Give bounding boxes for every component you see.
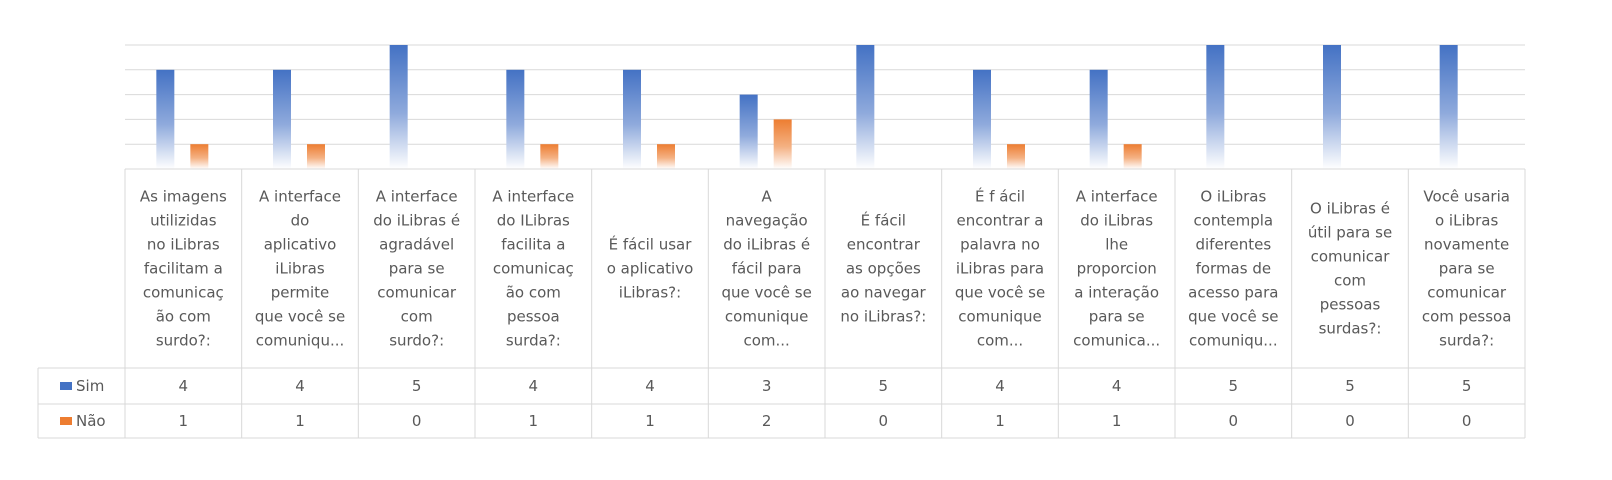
table-value-não-11: 0 <box>1345 412 1355 430</box>
table-value-sim-6: 3 <box>762 377 772 395</box>
bar-sim-3 <box>389 45 408 169</box>
category-label: O iLibras é útil para se comunicar com pesso… <box>1308 200 1392 338</box>
table-value-sim-10: 5 <box>1229 377 1239 395</box>
legend-key-não <box>60 417 72 425</box>
bar-não-1 <box>190 144 209 169</box>
bar-não-5 <box>657 144 675 169</box>
bar-sim-9 <box>1089 69 1108 169</box>
table-value-sim-1: 4 <box>179 377 189 395</box>
bar-sim-2 <box>273 69 291 169</box>
table-value-sim-4: 4 <box>529 377 539 395</box>
bar-não-4 <box>540 144 559 169</box>
table-value-sim-2: 4 <box>295 377 305 395</box>
category-label: É fácil usar o aplicativo iLibras?: <box>607 235 694 302</box>
bar-sim-6 <box>739 94 758 169</box>
table-value-sim-5: 4 <box>645 377 655 395</box>
table-value-sim-8: 4 <box>995 377 1005 395</box>
table-value-não-4: 1 <box>529 412 539 430</box>
bar-sim-11 <box>1323 45 1341 169</box>
table-value-não-1: 1 <box>179 412 189 430</box>
bars <box>156 45 1458 169</box>
table-value-não-8: 1 <box>995 412 1005 430</box>
legend-key-sim <box>60 382 72 390</box>
category-label: É f ácil encontrar a palavra no iLibras par… <box>955 187 1045 350</box>
table-value-sim-12: 5 <box>1462 377 1472 395</box>
bar-sim-7 <box>856 45 875 169</box>
table-value-não-9: 1 <box>1112 412 1122 430</box>
table-value-sim-11: 5 <box>1345 377 1355 395</box>
bar-não-8 <box>1007 144 1025 169</box>
category-label: É fácil encontrar as opções ao navegar no iL… <box>840 211 926 326</box>
category-label: As imagens utilizidas no iLibras facilitam … <box>140 188 227 350</box>
bar-sim-1 <box>156 69 175 169</box>
bar-não-2 <box>307 144 325 169</box>
bar-não-9 <box>1123 144 1142 169</box>
legend-label-não: Não <box>76 412 106 430</box>
bar-sim-8 <box>973 69 991 169</box>
table-value-não-2: 1 <box>295 412 305 430</box>
table-value-não-6: 2 <box>762 412 772 430</box>
category-label: A interface do iLibras é agradável para se c… <box>373 188 460 350</box>
bar-sim-4 <box>506 69 525 169</box>
gridlines <box>125 44 1525 145</box>
category-label: A interface do aplicativo iLibras permite que… <box>255 188 345 350</box>
bar-não-6 <box>773 119 792 169</box>
table-value-não-5: 1 <box>645 412 655 430</box>
category-label: O iLibras contempla diferentes formas de ace… <box>1188 188 1278 350</box>
table-value-não-12: 0 <box>1462 412 1472 430</box>
bar-sim-5 <box>623 69 641 169</box>
bar-sim-12 <box>1439 45 1458 169</box>
table-value-sim-7: 5 <box>879 377 889 395</box>
legend-label-sim: Sim <box>76 377 104 395</box>
data-table: As imagens utilizidas no iLibras facilitam … <box>37 168 1526 439</box>
table-value-sim-9: 4 <box>1112 377 1122 395</box>
table-value-não-10: 0 <box>1229 412 1239 430</box>
category-label: A interface do ILibras facilita a comunicaç… <box>492 188 574 350</box>
category-label: A interface do iLibras lhe proporcion a inte… <box>1073 188 1160 350</box>
table-value-não-3: 0 <box>412 412 422 430</box>
category-label: Você usaria o iLibras novamente para se comu… <box>1422 188 1512 350</box>
table-value-sim-3: 5 <box>412 377 422 395</box>
bar-sim-10 <box>1206 45 1225 169</box>
table-value-não-7: 0 <box>879 412 889 430</box>
legend: Sim Não <box>60 377 106 430</box>
